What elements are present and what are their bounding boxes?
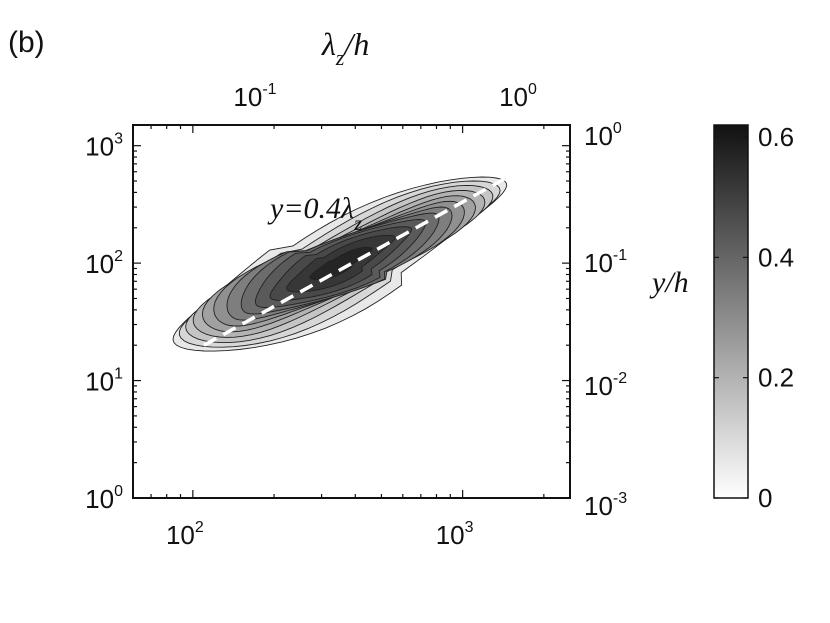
colorbar [713,124,749,499]
annotation-sub: z [353,211,362,235]
top-tick-label: 10-1 [233,81,276,112]
axes: 102 103 100 101 102 103 10-1 100 100 10-1 10-2 10-3 [85,81,627,550]
y-tick-label: 100 [85,483,123,514]
annotation-main: y=0.4λ [267,192,354,225]
right-tick-label: 100 [584,120,622,151]
colorbar-tick-label: 0.4 [758,242,794,272]
top-axis-title-tail: /h [342,26,369,62]
plot-frame [132,124,571,499]
annotation-label: y=0.4λz [267,192,362,235]
y-tick-label: 101 [85,366,123,397]
top-tick-label: 100 [499,81,537,112]
panel-label: (b) [8,26,45,59]
colorbar-tick-label: 0 [758,483,772,513]
colorbar-tick-label: 0.2 [758,363,794,393]
y-tick-label: 102 [85,248,123,279]
top-axis-title-sub: z [335,45,345,70]
top-axis-title-main: λ [321,26,336,62]
y-tick-label: 103 [85,131,123,162]
right-axis-title: y/h [649,266,689,299]
right-tick-label: 10-1 [584,247,627,278]
colorbar-tick-label: 0.6 [758,122,794,152]
x-tick-label: 103 [436,519,474,550]
right-tick-label: 10-2 [584,370,627,401]
top-axis-title: λz/h [321,26,369,70]
contour-layers [172,176,508,352]
right-tick-label: 10-3 [584,490,627,521]
x-tick-label: 102 [166,519,204,550]
colorbar-ticks: 0 0.2 0.4 0.6 [714,122,794,513]
